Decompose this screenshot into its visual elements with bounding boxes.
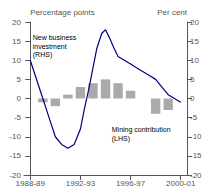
svg-text:2000-01: 2000-01 (166, 179, 196, 188)
svg-text:10: 10 (190, 56, 199, 65)
svg-text:20: 20 (190, 18, 199, 27)
svg-text:1992-93: 1992-93 (66, 179, 96, 188)
svg-text:-10: -10 (9, 132, 21, 141)
svg-text:10: 10 (12, 56, 21, 65)
svg-text:Per cent: Per cent (157, 8, 188, 17)
svg-text:(LHS): (LHS) (112, 135, 130, 143)
svg-text:20: 20 (12, 18, 21, 27)
svg-text:5: 5 (17, 75, 22, 84)
svg-text:-15: -15 (9, 151, 21, 160)
svg-text:1988-89: 1988-89 (16, 179, 46, 188)
svg-text:0: 0 (190, 94, 195, 103)
svg-text:15: 15 (190, 37, 199, 46)
svg-text:New business: New business (33, 34, 77, 41)
svg-text:Percentage points: Percentage points (30, 8, 95, 17)
svg-text:-20: -20 (190, 170, 202, 180)
svg-text:-5: -5 (14, 113, 22, 122)
svg-text:-20: -20 (9, 170, 21, 180)
svg-text:-15: -15 (190, 151, 202, 160)
svg-text:5: 5 (190, 75, 195, 84)
svg-text:-10: -10 (190, 132, 202, 141)
svg-text:15: 15 (12, 37, 21, 46)
svg-text:1996-97: 1996-97 (116, 179, 146, 188)
svg-text:Mining contribution: Mining contribution (112, 126, 171, 134)
svg-text:(RHS): (RHS) (33, 51, 52, 59)
svg-text:0: 0 (17, 94, 22, 103)
svg-text:investment: investment (33, 43, 67, 50)
svg-text:-5: -5 (190, 113, 198, 122)
